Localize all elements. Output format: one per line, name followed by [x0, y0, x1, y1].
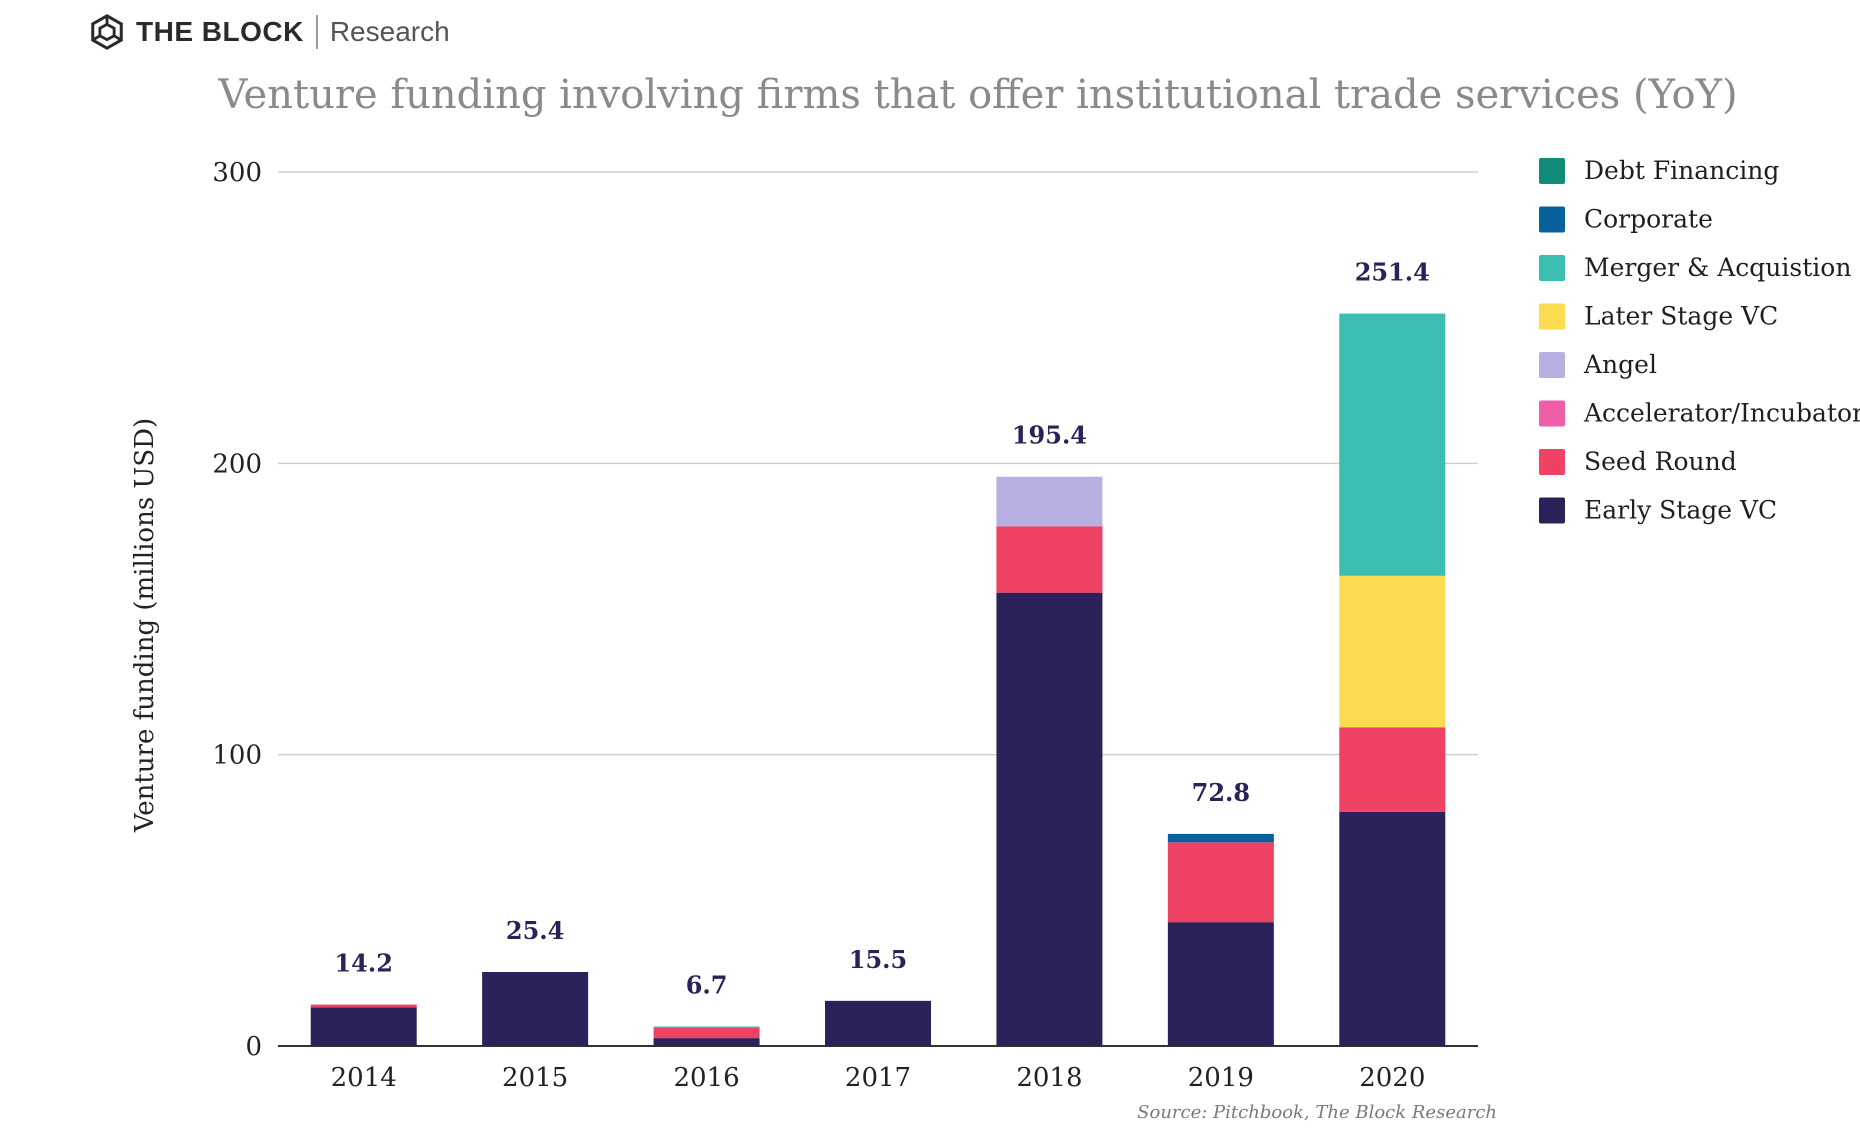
- bar-segment: [996, 476, 1103, 527]
- brand-header: THE BLOCK Research: [88, 10, 450, 54]
- legend-swatch: [1539, 206, 1565, 233]
- bar-segment: [1339, 313, 1446, 576]
- bar-segment: [310, 1007, 417, 1046]
- bar-segment: [996, 526, 1103, 593]
- legend-item-label: Corporate: [1584, 205, 1713, 234]
- legend-swatch: [1539, 400, 1565, 427]
- legend-swatch: [1539, 352, 1565, 378]
- brand-divider: [315, 15, 318, 49]
- bar-segment: [996, 592, 1103, 1046]
- x-tick-label: 2019: [1188, 1063, 1254, 1093]
- legend-item-label: Seed Round: [1584, 447, 1737, 476]
- labels: 0 100 200 300 2014 14.2 2015 25.4 2016 6.7 2017 15.…: [212, 158, 1430, 1093]
- y-tick-label: 0: [245, 1032, 262, 1062]
- x-tick-label: 2017: [845, 1063, 911, 1093]
- bar-segment: [310, 1004, 417, 1008]
- bar-segment: [1339, 811, 1446, 1046]
- legend-swatch: [1539, 303, 1565, 330]
- y-tick-label: 300: [212, 158, 262, 188]
- bar-segment: [1167, 922, 1274, 1046]
- x-tick-label: 2016: [673, 1063, 739, 1093]
- the-block-logo-icon: [91, 14, 123, 50]
- legend-swatch: [1539, 158, 1565, 184]
- data-label: 25.4: [506, 916, 564, 945]
- x-tick-label: 2018: [1016, 1063, 1082, 1093]
- x-tick-label: 2015: [502, 1063, 568, 1093]
- data-label: 14.2: [334, 949, 392, 978]
- data-label: 195.4: [1012, 421, 1087, 450]
- legend-item-label: Merger & Acquistion: [1584, 253, 1851, 282]
- x-tick-label: 2014: [331, 1063, 397, 1093]
- bar-segment: [653, 1027, 760, 1039]
- y-axis-label: Venture funding (millions USD): [130, 418, 160, 833]
- legend-swatch: [1539, 497, 1565, 524]
- bar-segment: [1167, 842, 1274, 923]
- legend-item-label: Debt Financing: [1584, 156, 1779, 185]
- bar-segment: [653, 1038, 760, 1046]
- brand-subtitle: Research: [329, 16, 450, 47]
- bar-segment: [1339, 575, 1446, 728]
- y-tick-label: 200: [212, 449, 262, 479]
- legend-swatch: [1539, 449, 1565, 475]
- gridlines: [278, 171, 1478, 1047]
- chart-title: Venture funding involving firms that off…: [217, 72, 1737, 118]
- bar-segment: [825, 1000, 931, 1046]
- y-tick-label: 100: [212, 741, 262, 771]
- data-label: 72.8: [1192, 778, 1250, 807]
- x-tick-label: 2020: [1359, 1063, 1425, 1093]
- legend-swatch: [1539, 255, 1565, 281]
- bars: [310, 313, 1446, 1046]
- data-label: 251.4: [1355, 258, 1430, 287]
- legend: Debt Financing Corporate Merger & Acquisti…: [1539, 156, 1860, 525]
- data-label: 6.7: [686, 970, 728, 999]
- bar-segment: [653, 1026, 760, 1028]
- brand-name: THE BLOCK: [136, 16, 304, 47]
- bar-segment: [1167, 833, 1274, 843]
- legend-item-label: Early Stage VC: [1584, 496, 1777, 525]
- legend-item-label: Accelerator/Incubator: [1583, 399, 1860, 428]
- legend-item-label: Later Stage VC: [1584, 302, 1778, 331]
- bar-segment: [1339, 727, 1446, 812]
- bar-segment: [482, 972, 589, 1046]
- source-note: Source: Pitchbook, The Block Research: [1137, 1102, 1497, 1123]
- legend-item-label: Angel: [1583, 350, 1657, 379]
- data-label: 15.5: [849, 945, 907, 974]
